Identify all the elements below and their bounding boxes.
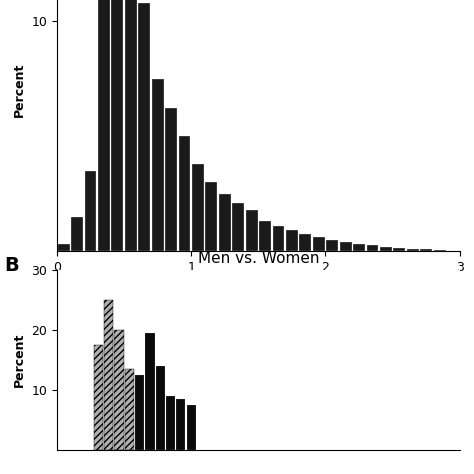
Bar <box>84 171 96 251</box>
X-axis label: Bilirubin Concentration (mg/dL): Bilirubin Concentration (mg/dL) <box>135 280 382 293</box>
Bar <box>366 246 378 251</box>
Bar <box>111 0 123 251</box>
Bar <box>187 405 196 450</box>
Bar <box>393 248 405 251</box>
Bar <box>145 333 155 450</box>
Bar <box>246 210 257 251</box>
Bar <box>138 2 150 251</box>
Bar <box>340 242 352 251</box>
Bar <box>58 244 70 251</box>
Bar <box>313 237 325 251</box>
Text: B: B <box>5 256 19 275</box>
Bar <box>166 396 175 450</box>
Bar <box>420 249 432 251</box>
Bar <box>152 79 164 251</box>
Bar <box>71 217 83 251</box>
Title: Men vs. Women: Men vs. Women <box>198 251 319 266</box>
Bar <box>219 194 231 251</box>
Bar <box>93 345 103 450</box>
Bar <box>259 221 271 251</box>
Bar <box>179 136 191 251</box>
Bar <box>273 226 284 251</box>
Y-axis label: Percent: Percent <box>13 63 26 117</box>
Bar <box>380 246 392 251</box>
Bar <box>125 369 134 450</box>
Bar <box>353 244 365 251</box>
Bar <box>125 0 137 251</box>
Bar <box>98 0 110 251</box>
Bar <box>114 330 124 450</box>
Bar <box>205 182 217 251</box>
Bar <box>407 249 419 251</box>
Bar <box>326 240 338 251</box>
Bar <box>192 164 204 251</box>
Bar <box>104 300 113 450</box>
Bar <box>286 230 298 251</box>
Bar <box>300 234 311 251</box>
Bar <box>434 250 446 251</box>
Y-axis label: Percent: Percent <box>13 333 26 387</box>
Bar <box>135 375 144 450</box>
Bar <box>155 366 165 450</box>
Bar <box>176 399 185 450</box>
Bar <box>165 109 177 251</box>
Bar <box>232 203 244 251</box>
